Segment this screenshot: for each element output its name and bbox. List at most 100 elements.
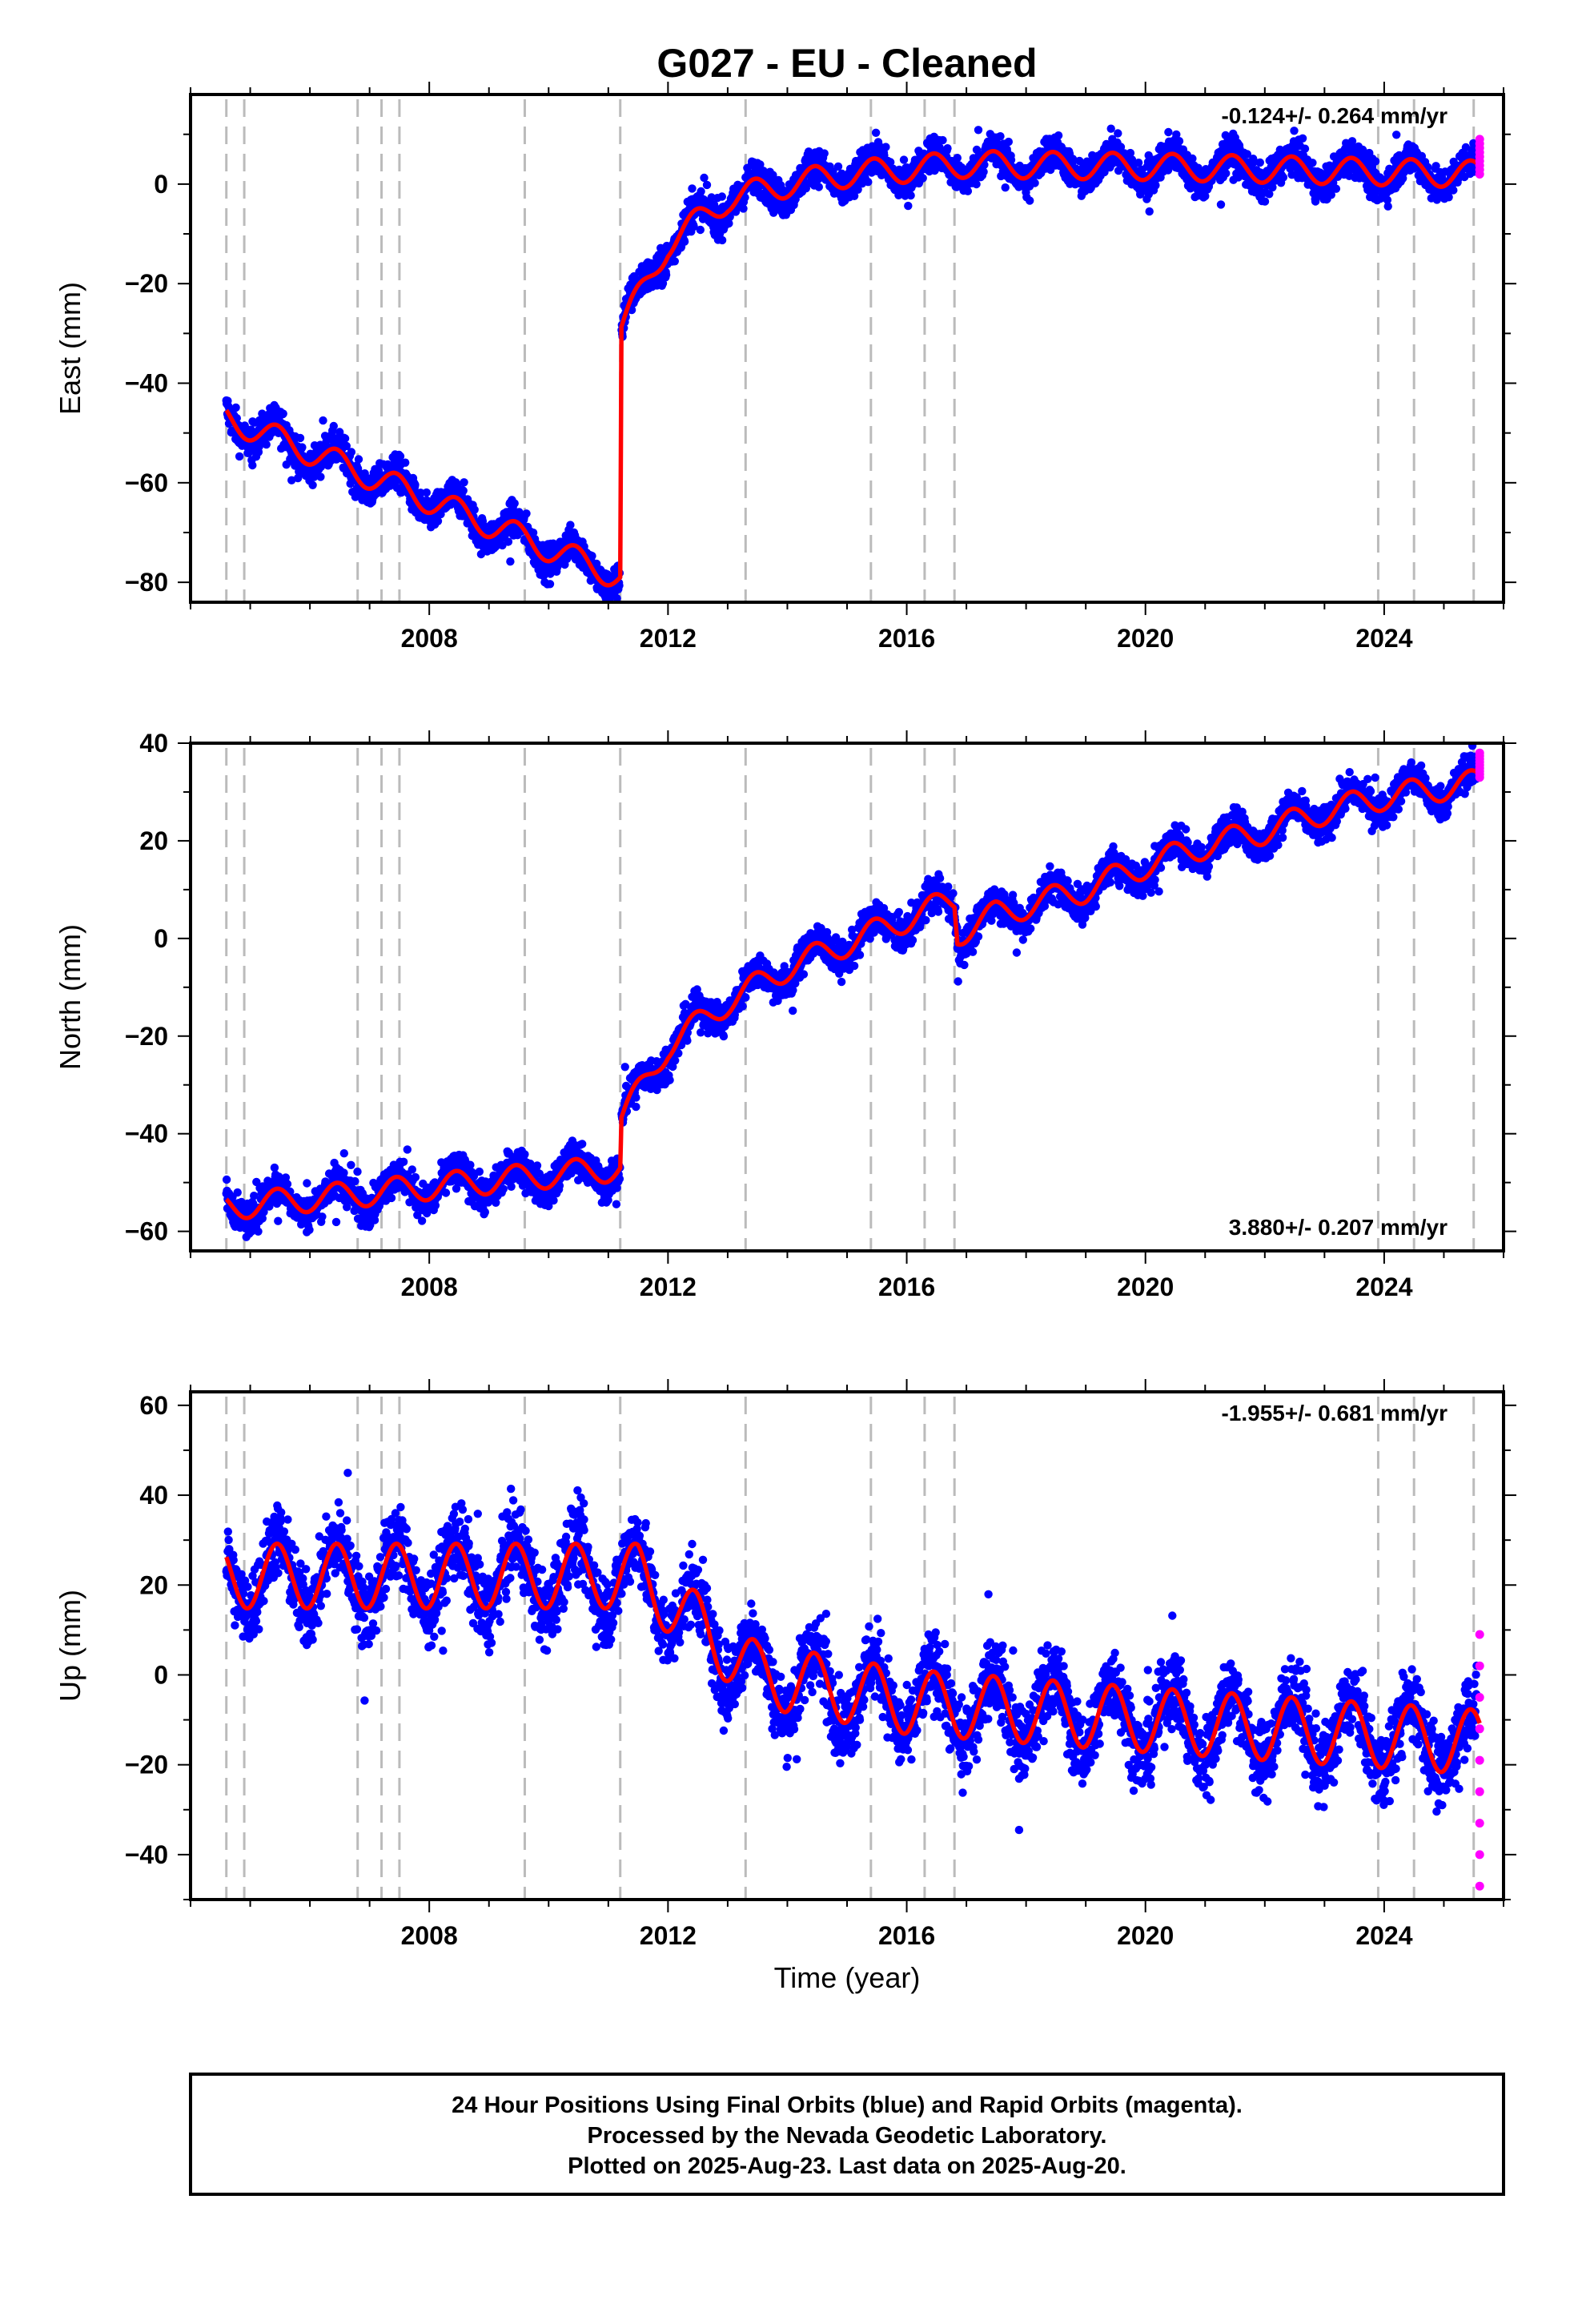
data-point [235, 452, 244, 461]
rapid-point [1475, 135, 1484, 144]
data-point [1151, 181, 1160, 190]
data-point [393, 458, 402, 467]
data-point [1114, 129, 1122, 138]
data-point [717, 235, 727, 245]
data-point [1164, 127, 1173, 137]
data-point [953, 154, 962, 163]
data-point [1308, 159, 1317, 167]
data-point [480, 1208, 489, 1216]
data-point [354, 455, 363, 464]
y-tick-label: −40 [125, 369, 168, 398]
data-point [670, 257, 679, 266]
data-point [943, 144, 952, 153]
y-tick-label: −80 [125, 568, 168, 597]
y-axis-label: East (mm) [54, 282, 86, 415]
data-point [316, 472, 325, 481]
data-point [295, 433, 305, 443]
data-point [459, 486, 468, 495]
data-point [1444, 193, 1453, 202]
data-point [592, 559, 601, 569]
data-point [293, 473, 303, 483]
data-point [287, 476, 296, 485]
data-point [1133, 182, 1142, 191]
y-tick-label: −60 [125, 468, 168, 497]
data-point [298, 443, 307, 452]
data-point [507, 1182, 516, 1192]
data-point [974, 126, 983, 135]
data-point [680, 237, 689, 246]
data-point [904, 201, 913, 211]
data-point [436, 509, 445, 519]
data-point [938, 135, 947, 145]
data-point [492, 542, 500, 551]
data-point [232, 414, 241, 423]
x-tick-label: 2020 [1117, 624, 1174, 653]
data-point [1392, 131, 1401, 139]
data-point [1001, 183, 1010, 192]
data-point [441, 1188, 451, 1197]
data-point [871, 128, 881, 137]
data-point [1370, 192, 1379, 202]
data-point [411, 1172, 420, 1182]
data-point [1144, 151, 1153, 160]
data-point [689, 222, 698, 231]
data-point [470, 505, 479, 514]
data-point [963, 187, 973, 195]
data-point [340, 434, 350, 443]
data-point [874, 141, 884, 150]
data-point [351, 1176, 359, 1186]
data-point [688, 184, 697, 193]
x-tick-label: 2024 [1355, 624, 1412, 653]
data-point [520, 1150, 529, 1159]
data-point [1106, 124, 1115, 133]
data-point [411, 480, 420, 489]
data-point [504, 537, 513, 546]
data-point [387, 1193, 396, 1203]
data-point [1216, 200, 1226, 209]
data-point [475, 1167, 484, 1176]
data-point [756, 160, 765, 169]
data-point [506, 557, 515, 566]
data-point [335, 428, 344, 436]
data-point [702, 180, 712, 190]
data-point [257, 437, 266, 447]
data-point [741, 193, 749, 202]
data-point [697, 187, 705, 196]
data-point [282, 460, 291, 469]
x-tick-label: 2012 [640, 624, 697, 653]
data-point [906, 191, 915, 200]
data-point [1222, 169, 1231, 178]
data-point [545, 580, 555, 589]
data-point [510, 499, 519, 508]
data-point [460, 478, 468, 487]
data-point [814, 183, 823, 191]
data-point [1298, 134, 1307, 143]
data-point [417, 1216, 427, 1225]
data-point [1449, 186, 1458, 195]
data-point [899, 155, 909, 164]
data-point [1154, 145, 1164, 154]
data-point [1145, 207, 1154, 216]
data-point [397, 488, 406, 497]
data-point [820, 149, 829, 158]
data-point [696, 225, 705, 235]
data-point [961, 165, 970, 175]
data-point [1279, 173, 1288, 182]
data-point [864, 178, 873, 187]
data-point [399, 1157, 408, 1167]
data-point [532, 1161, 542, 1170]
y-tick-label: 0 [154, 170, 168, 199]
data-point [1371, 157, 1380, 166]
data-point [308, 480, 317, 489]
data-point [248, 460, 257, 470]
data-point [881, 143, 890, 151]
data-point [283, 1180, 292, 1188]
data-point [522, 509, 531, 518]
data-point [849, 191, 859, 200]
data-point [1174, 137, 1184, 146]
chart-title: G027 - EU - Cleaned [656, 41, 1037, 86]
data-point [615, 581, 624, 590]
data-point [466, 1160, 475, 1169]
